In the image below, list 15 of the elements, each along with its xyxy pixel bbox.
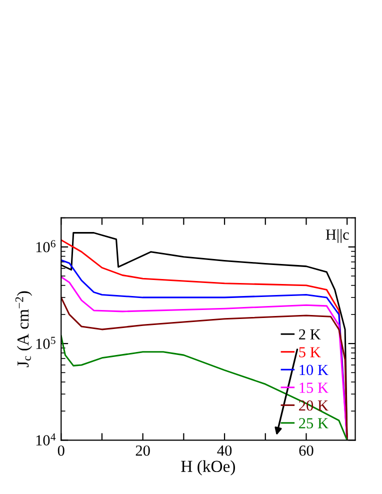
x-axis-title: H (kOe) (181, 460, 235, 476)
legend-label: 10 K (300, 364, 328, 376)
y-tick-label: 10$^{4}$ (36, 433, 56, 446)
legend-label: 25 K (299, 418, 328, 428)
y-tick-label: 10$^{6}$ (36, 240, 56, 252)
legend-label: 5 K (299, 347, 321, 358)
y-tick-label: 10$^{5}$ (36, 336, 56, 349)
x-tick-label: 0 (58, 445, 64, 456)
x-tick-label: 20 (136, 445, 150, 456)
annotation: H||c (326, 228, 349, 243)
legend-label: 2 K (299, 329, 321, 340)
legend-label: 15 K (300, 382, 328, 393)
x-tick-label: 60 (299, 445, 314, 456)
x-tick-label: 40 (217, 445, 232, 456)
y-axis-title: J$_{c}$ (A cm$^{−2}$) (15, 291, 32, 368)
